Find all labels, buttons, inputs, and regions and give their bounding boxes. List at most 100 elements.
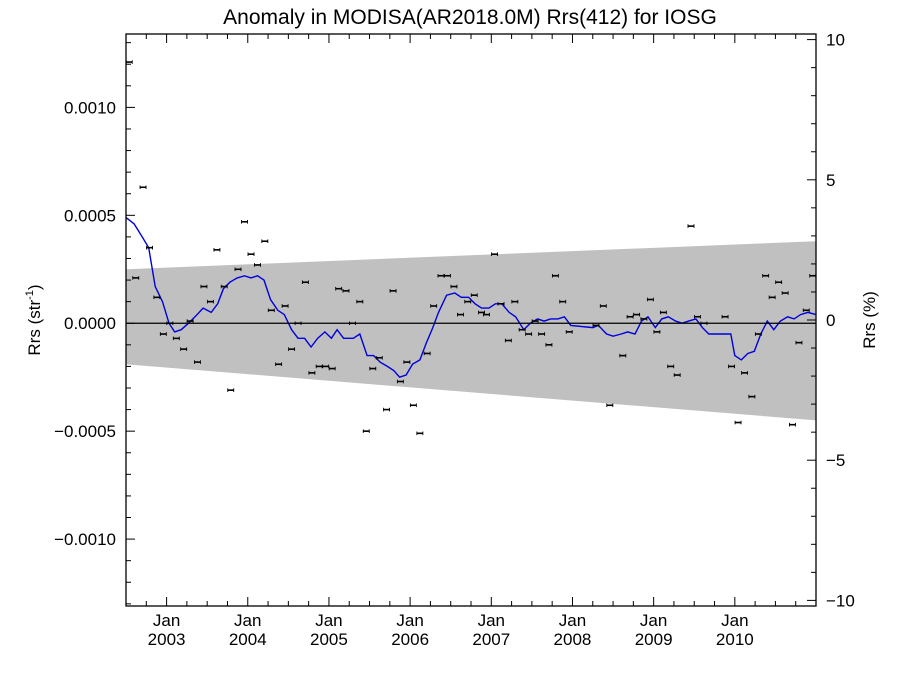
y-left-tick-label: 0.0010	[64, 98, 116, 117]
y-axis-left-title: Rrs (str-1)	[24, 284, 44, 355]
x-tick-label-year: 2010	[716, 630, 754, 649]
data-point	[802, 308, 810, 313]
x-tick-label-year: 2003	[148, 630, 186, 649]
data-point	[673, 373, 681, 377]
data-point	[227, 388, 235, 392]
x-tick-label-year: 2005	[310, 630, 348, 649]
data-point	[565, 330, 573, 334]
data-point	[396, 379, 404, 384]
data-point	[349, 321, 356, 326]
chart-title-group: Anomaly in MODISA(AR2018.0M) Rrs(412) fo…	[223, 6, 717, 29]
y-right-tick-label: −5	[826, 451, 845, 470]
data-point	[482, 312, 490, 317]
data-point	[153, 295, 161, 300]
data-point	[430, 304, 438, 308]
x-tick-label-month: Jan	[640, 611, 667, 630]
data-point	[789, 422, 796, 427]
running-mean-layer	[125, 216, 817, 379]
data-point	[328, 366, 336, 371]
data-point	[125, 60, 133, 64]
data-point	[450, 284, 458, 289]
data-point	[551, 273, 559, 278]
data-point	[301, 280, 309, 285]
data-point	[619, 353, 627, 358]
x-tick-label-month: Jan	[559, 611, 586, 630]
data-point	[795, 340, 803, 345]
data-point	[456, 312, 464, 317]
data-point	[768, 295, 776, 300]
data-point	[687, 224, 695, 228]
x-tick-label-year: 2007	[472, 630, 510, 649]
data-point	[275, 362, 283, 367]
data-point	[640, 317, 648, 321]
data-point	[234, 267, 242, 272]
x-tick-label-year: 2006	[391, 630, 429, 649]
data-point	[132, 276, 140, 280]
data-point	[646, 297, 654, 302]
x-tick-label-month: Jan	[234, 611, 261, 630]
data-point	[335, 286, 343, 291]
y-axis-left-title-group: Rrs (str-1)	[24, 284, 44, 355]
data-point	[728, 364, 736, 369]
data-point	[511, 299, 519, 304]
ticks-layer: 0.0010 0.0005 0.0000 −0.0005 −0.0010 10 5 0 −5 −1…	[54, 31, 855, 649]
data-point	[261, 239, 269, 244]
data-point	[741, 371, 749, 375]
uncertainty-band-layer	[126, 241, 816, 421]
chart-title: Anomaly in MODISA(AR2018.0M) Rrs(412) fo…	[223, 6, 717, 29]
data-point	[281, 304, 289, 308]
data-point	[375, 355, 383, 360]
y-left-tick-label: −0.0010	[54, 530, 116, 549]
data-point	[531, 319, 539, 323]
data-point	[497, 302, 505, 306]
running-mean-line	[125, 216, 817, 379]
data-point	[545, 343, 553, 347]
x-tick-label-year: 2009	[635, 630, 673, 649]
data-point	[748, 394, 756, 399]
data-point	[254, 263, 261, 267]
x-tick-label-month: Jan	[478, 611, 505, 630]
data-point	[288, 347, 296, 351]
data-point	[538, 332, 546, 336]
data-point	[464, 299, 472, 304]
data-point	[599, 304, 607, 308]
data-point	[383, 407, 391, 412]
data-point	[721, 314, 729, 319]
data-point	[220, 284, 228, 289]
x-tick-label-month: Jan	[153, 611, 180, 630]
data-point	[667, 364, 675, 369]
data-point	[403, 360, 411, 364]
data-point	[437, 273, 445, 278]
y-left-tick-label: 0.0000	[64, 314, 116, 333]
data-point	[315, 364, 323, 369]
data-point	[470, 293, 478, 297]
data-point	[478, 310, 486, 315]
data-point	[754, 332, 762, 336]
y-axis-left-title-superscript: -1	[24, 290, 36, 300]
y-right-tick-label: 5	[826, 171, 835, 190]
data-point	[180, 347, 188, 351]
data-point	[525, 332, 533, 336]
data-point	[172, 336, 180, 341]
data-point	[518, 327, 526, 332]
y-left-tick-label: −0.0005	[54, 422, 116, 441]
data-point	[762, 273, 770, 278]
data-point	[559, 299, 567, 304]
data-point	[633, 312, 641, 317]
y-right-tick-label: 10	[826, 31, 845, 50]
data-point	[444, 273, 451, 278]
data-point	[241, 219, 248, 224]
data-points-layer	[125, 60, 817, 436]
data-point	[362, 429, 370, 433]
y-right-tick-label: −10	[826, 591, 855, 610]
data-point	[356, 299, 364, 304]
data-point	[423, 351, 431, 356]
data-point	[775, 280, 783, 285]
data-point	[491, 252, 498, 256]
data-point	[694, 314, 701, 319]
y-axis-right-title: Rrs (%)	[860, 291, 879, 349]
y-axis-right-title-group: Rrs (%)	[860, 291, 879, 349]
x-tick-label-month: Jan	[396, 611, 423, 630]
data-point	[734, 420, 742, 425]
data-point	[146, 245, 153, 250]
